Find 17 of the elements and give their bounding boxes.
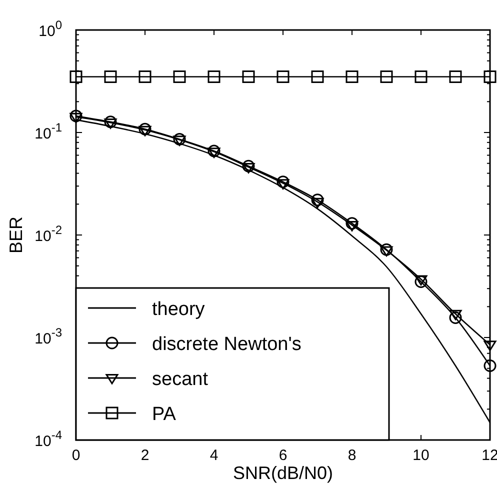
x-axis-title: SNR(dB/N0) xyxy=(232,463,334,483)
legend-label: secant xyxy=(152,369,209,390)
x-tick-label: 4 xyxy=(210,447,218,464)
x-tick-label: 6 xyxy=(278,447,288,464)
legend-label: theory xyxy=(152,299,206,320)
x-tick-label: 0 xyxy=(72,447,80,464)
x-tick-label: 8 xyxy=(348,447,356,464)
legend-label: discrete Newton's xyxy=(152,334,302,355)
y-tick-label: 10$^{-1}$ xyxy=(34,120,62,142)
y-tick-label: 10$^{-4}$ xyxy=(34,428,62,450)
x-tick-label: 2 xyxy=(140,447,150,464)
y-axis-title: BER xyxy=(6,216,26,254)
legend-label: PA xyxy=(152,404,176,425)
x-tick-label: 10 xyxy=(412,447,430,464)
y-tick-label: 10$^{-2}$ xyxy=(34,223,62,245)
y-tick-label: 10$^{0}$ xyxy=(38,18,62,40)
y-tick-label: 10$^{-3}$ xyxy=(34,326,62,348)
